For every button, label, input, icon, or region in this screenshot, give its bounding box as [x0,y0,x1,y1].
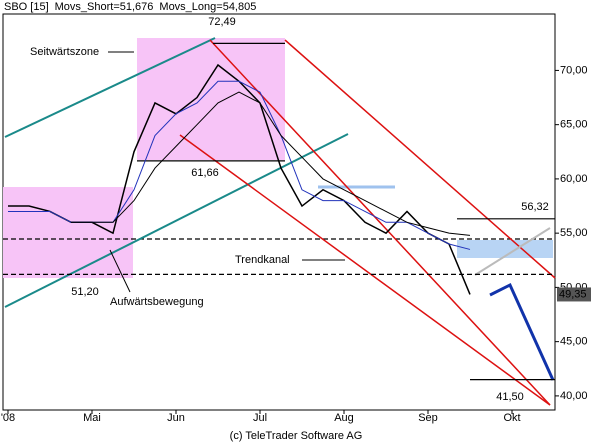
projection [474,227,551,276]
level-label: 41,50 [496,391,524,403]
series-line [71,91,471,236]
note-arrow [109,249,131,293]
trend-channel [284,39,556,279]
resistance-zone [457,240,553,258]
x-tick-label: Okt [503,412,520,424]
y-tick-label: 55,00 [560,227,588,239]
level-label: 51,20 [71,286,99,298]
note: Seitwärtszone [30,46,99,58]
x-tick-label: Sep [418,412,438,424]
note: Trendkanal [235,254,290,266]
y-tick-label: 65,00 [560,119,588,131]
x-tick-label: Mai [83,412,101,424]
x-tick-label: Aug [334,412,354,424]
last-price-label: 49,35 [559,288,587,300]
level-label: 61,66 [191,167,219,179]
x-tick-label: Jun [167,412,185,424]
trend-channel [179,134,551,406]
note: Aufwärtsbewegung [110,296,204,308]
x-tick-label: '08 [1,412,15,424]
projection-arrow [489,282,555,381]
last-price-box [557,287,591,302]
y-tick-label: 45,00 [560,336,588,348]
uptrend-line [4,133,349,308]
level-label: 56,32 [521,201,549,213]
trend-channel [209,39,551,406]
uptrend-line [4,37,216,138]
level-label: 72,49 [208,16,236,28]
y-tick-label: 40,00 [560,390,588,402]
legend-entry: SBO [15] [4,1,49,13]
legend-entry: Movs_Short=51,676 [55,1,154,13]
credit: (c) TeleTrader Software AG [230,430,363,442]
y-tick-label: 70,00 [560,64,588,76]
x-tick-label: Jul [253,412,267,424]
legend-entry: Movs_Long=54,805 [159,1,256,13]
y-tick-label: 60,00 [560,173,588,185]
sideways-zone [137,38,285,160]
